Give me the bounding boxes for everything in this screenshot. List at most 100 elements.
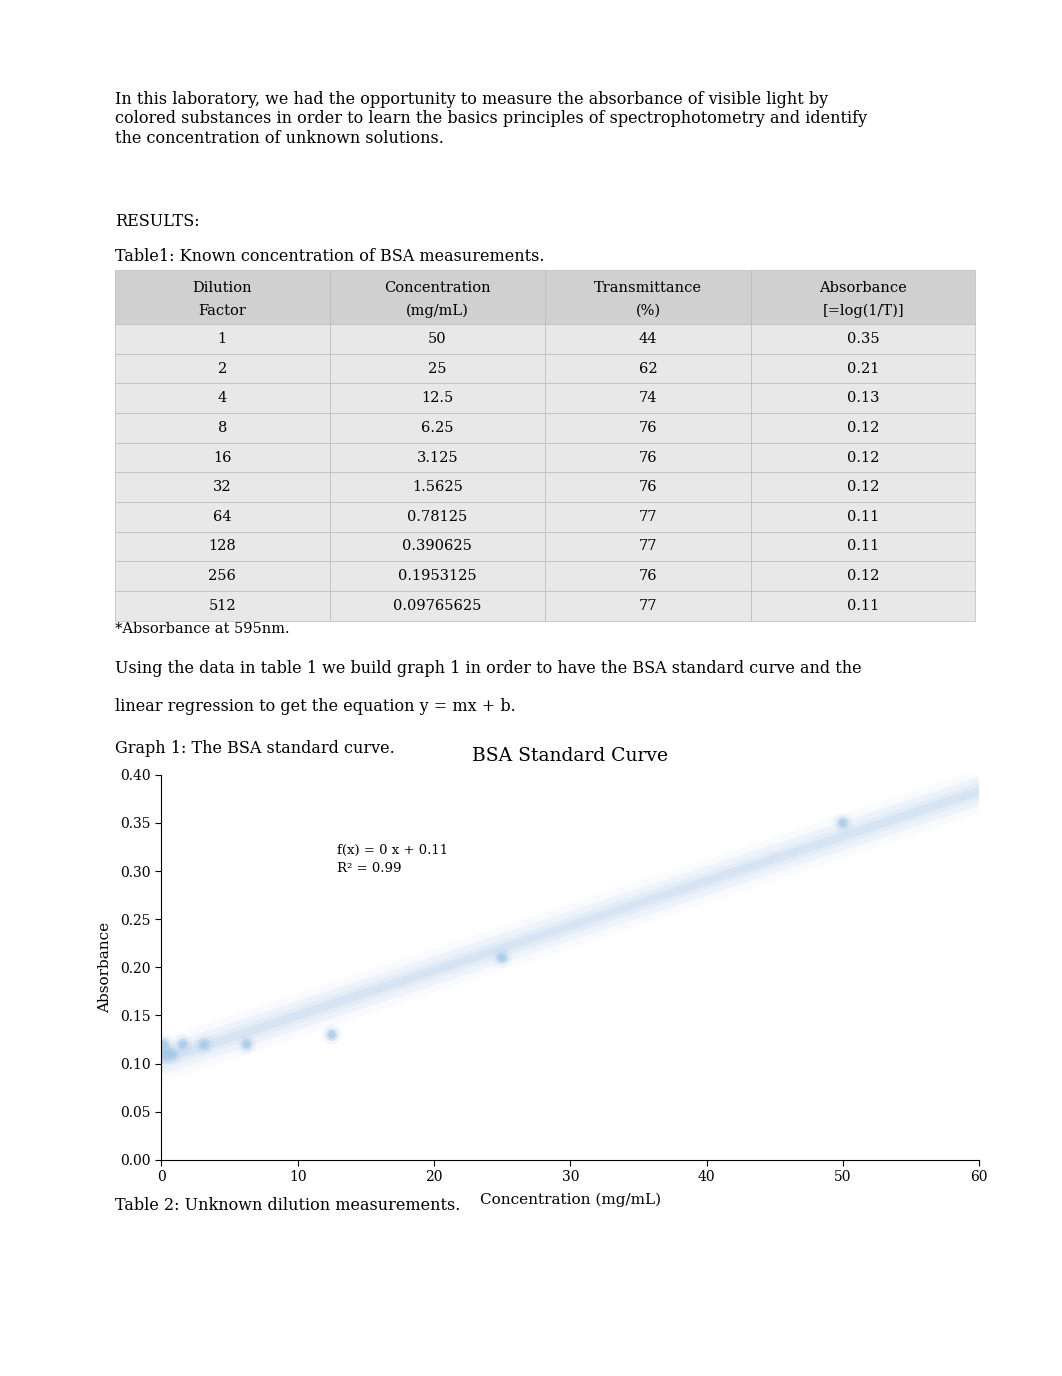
Text: 8: 8 [218,421,227,435]
FancyBboxPatch shape [329,384,545,413]
Point [238,1033,255,1055]
Text: 0.12: 0.12 [846,450,879,465]
FancyBboxPatch shape [115,354,329,384]
Text: 3.125: 3.125 [416,450,458,465]
Text: (mg/mL): (mg/mL) [406,304,468,318]
FancyBboxPatch shape [115,443,329,472]
FancyBboxPatch shape [329,472,545,502]
Point [154,1043,171,1065]
Point [195,1033,212,1055]
FancyBboxPatch shape [329,531,545,561]
Text: 44: 44 [638,332,657,345]
Point [156,1033,173,1055]
FancyBboxPatch shape [115,531,329,561]
Text: Dilution: Dilution [192,281,252,294]
FancyBboxPatch shape [751,270,975,325]
Text: 0.78125: 0.78125 [407,509,467,524]
FancyBboxPatch shape [329,443,545,472]
Text: 0.09765625: 0.09765625 [393,599,481,612]
Text: 0.13: 0.13 [846,391,879,405]
FancyBboxPatch shape [751,413,975,443]
Text: 0.35: 0.35 [846,332,879,345]
FancyBboxPatch shape [545,354,751,384]
Point [154,1043,171,1065]
Point [158,1043,175,1065]
FancyBboxPatch shape [329,325,545,354]
Text: (%): (%) [635,304,661,318]
Text: 1: 1 [218,332,227,345]
Point [323,1024,340,1046]
Text: 512: 512 [208,599,236,612]
FancyBboxPatch shape [545,270,751,325]
FancyBboxPatch shape [545,443,751,472]
FancyBboxPatch shape [545,502,751,531]
Text: 0.390625: 0.390625 [402,539,473,553]
Text: 16: 16 [213,450,232,465]
FancyBboxPatch shape [115,502,329,531]
Point [323,1024,340,1046]
Point [494,947,511,969]
Text: 76: 76 [638,570,657,583]
FancyBboxPatch shape [329,502,545,531]
Text: 6.25: 6.25 [421,421,453,435]
Text: *Absorbance at 595nm.: *Absorbance at 595nm. [115,622,289,636]
Point [494,947,511,969]
Text: Concentration: Concentration [384,281,491,294]
FancyBboxPatch shape [545,531,751,561]
FancyBboxPatch shape [545,561,751,590]
FancyBboxPatch shape [545,325,751,354]
Text: 77: 77 [638,599,657,612]
Point [158,1043,175,1065]
Title: BSA Standard Curve: BSA Standard Curve [473,747,668,765]
FancyBboxPatch shape [115,325,329,354]
FancyBboxPatch shape [329,413,545,443]
Text: 76: 76 [638,421,657,435]
Text: 4: 4 [218,391,227,405]
Text: 74: 74 [638,391,657,405]
Text: 77: 77 [638,509,657,524]
Text: 64: 64 [212,509,232,524]
Point [156,1033,173,1055]
Text: 76: 76 [638,450,657,465]
Point [323,1024,340,1046]
Text: 128: 128 [208,539,236,553]
FancyBboxPatch shape [115,472,329,502]
FancyBboxPatch shape [329,590,545,621]
Point [158,1043,175,1065]
FancyBboxPatch shape [751,531,975,561]
FancyBboxPatch shape [545,384,751,413]
Point [156,1033,173,1055]
Text: RESULTS:: RESULTS: [115,213,200,230]
FancyBboxPatch shape [545,472,751,502]
Text: f(x) = 0 x + 0.11
R² = 0.99: f(x) = 0 x + 0.11 R² = 0.99 [338,843,448,875]
Text: 1.5625: 1.5625 [412,480,463,494]
FancyBboxPatch shape [329,561,545,590]
Text: 77: 77 [638,539,657,553]
FancyBboxPatch shape [751,561,975,590]
Text: 62: 62 [638,362,657,376]
FancyBboxPatch shape [545,413,751,443]
Text: Transmittance: Transmittance [594,281,702,294]
Text: 25: 25 [428,362,446,376]
Text: linear regression to get the equation y = mx + b.: linear regression to get the equation y … [115,698,515,714]
Point [164,1043,181,1065]
FancyBboxPatch shape [751,354,975,384]
Point [835,812,852,834]
Point [195,1033,212,1055]
FancyBboxPatch shape [545,590,751,621]
Y-axis label: Absorbance: Absorbance [98,922,113,1013]
Point [164,1043,181,1065]
Text: 0.12: 0.12 [846,421,879,435]
Text: 0.11: 0.11 [847,539,879,553]
Point [835,812,852,834]
FancyBboxPatch shape [751,325,975,354]
Text: In this laboratory, we had the opportunity to measure the absorbance of visible : In this laboratory, we had the opportuni… [115,91,867,147]
Point [174,1033,191,1055]
Text: 0.12: 0.12 [846,480,879,494]
Point [164,1043,181,1065]
Text: 0.1953125: 0.1953125 [398,570,477,583]
FancyBboxPatch shape [751,502,975,531]
Text: 12.5: 12.5 [422,391,453,405]
Text: 0.21: 0.21 [846,362,879,376]
Point [238,1033,255,1055]
